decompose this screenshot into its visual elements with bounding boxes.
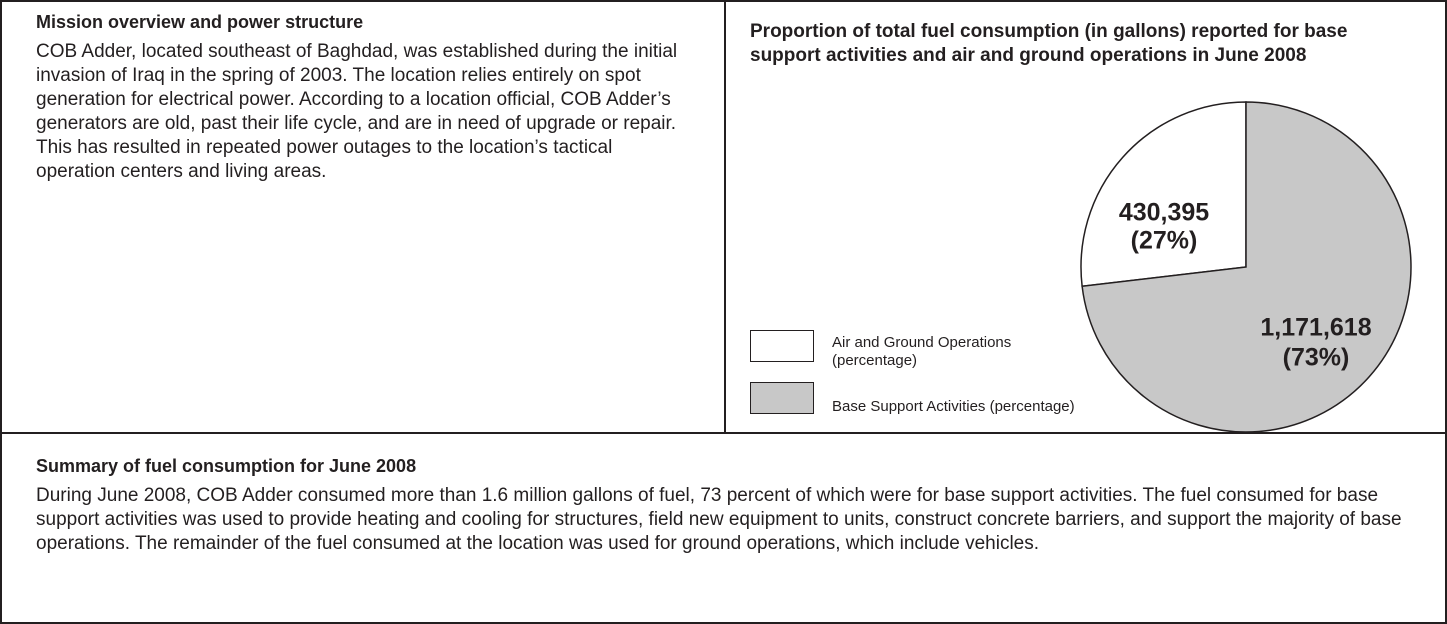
- chart-panel: Proportion of total fuel consumption (in…: [726, 2, 1447, 434]
- mission-panel: Mission overview and power structure COB…: [2, 2, 726, 434]
- pie-chart: 430,395(27%) 1,171,618(73%): [1080, 101, 1412, 432]
- summary-panel: Summary of fuel consumption for June 200…: [2, 434, 1445, 622]
- legend-item: Base Support Activities (percentage): [750, 382, 1075, 416]
- legend-label: Air and Ground Operations (percentage): [832, 334, 1012, 369]
- chart-title: Proportion of total fuel consumption (in…: [750, 21, 1348, 66]
- legend-swatch: [750, 330, 814, 362]
- share-label: (27%): [1131, 227, 1198, 255]
- heading: Summary of fuel consumption for June 200…: [36, 456, 417, 476]
- value-label: 430,395: [1119, 199, 1209, 227]
- share-label: (73%): [1283, 344, 1350, 372]
- heading: Mission overview and power structure: [36, 12, 364, 32]
- legend-item: Air and Ground Operations (percentage): [750, 330, 1072, 370]
- paragraph: COB Adder, located southeast of Baghdad,…: [36, 41, 678, 182]
- value-label: 1,171,618: [1260, 314, 1371, 342]
- pie-slice: [1081, 101, 1412, 432]
- paragraph: During June 2008, COB Adder consumed mor…: [36, 485, 1402, 554]
- pie-slice: [1080, 101, 1247, 288]
- legend-swatch: [750, 382, 814, 414]
- legend-label: Base Support Activities (percentage): [832, 398, 1075, 415]
